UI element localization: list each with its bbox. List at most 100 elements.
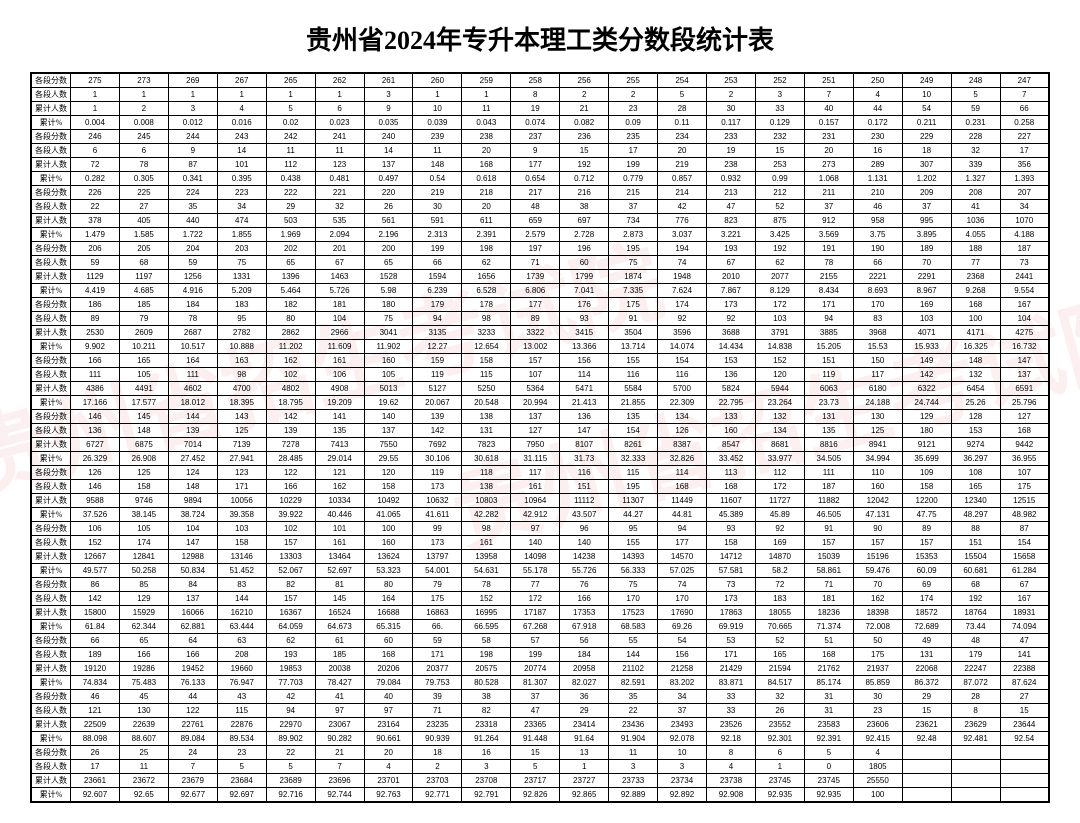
table-cell: 109 [902, 466, 951, 480]
table-cell: 87 [168, 158, 217, 172]
table-cell: 184 [560, 648, 609, 662]
table-cell: 6727 [71, 438, 120, 452]
table-cell: 216 [560, 186, 609, 200]
table-cell: 289 [853, 158, 902, 172]
table-cell: 275 [71, 73, 120, 88]
table-cell: 48 [951, 634, 1000, 648]
table-cell: 149 [902, 354, 951, 368]
table-cell: 168 [462, 158, 511, 172]
table-cell: 117 [511, 466, 560, 480]
table-cell: 103 [755, 312, 804, 326]
row-label: 各段分数 [31, 354, 71, 368]
table-cell: 169 [755, 536, 804, 550]
table-cell: 10632 [413, 494, 462, 508]
table-cell: 177 [511, 158, 560, 172]
table-cell: 14393 [609, 550, 658, 564]
table-cell: 0 [804, 760, 853, 774]
table-cell [951, 774, 1000, 788]
table-cell: 18 [413, 746, 462, 760]
table-cell: 35 [609, 690, 658, 704]
table-cell: 97 [364, 704, 413, 718]
table-cell: 233 [706, 130, 755, 144]
table-cell: 12988 [168, 550, 217, 564]
table-cell: 11.902 [364, 340, 413, 354]
table-cell: 44 [168, 690, 217, 704]
table-cell: 23684 [217, 774, 266, 788]
table-cell: 101 [217, 158, 266, 172]
table-cell: 2 [609, 88, 658, 102]
table-cell: 22 [609, 704, 658, 718]
table-cell: 72 [71, 158, 120, 172]
table-cell: 185 [119, 298, 168, 312]
row-label: 各段分数 [31, 466, 71, 480]
row-label: 各段分数 [31, 746, 71, 760]
table-cell: 199 [511, 648, 560, 662]
table-cell: 6454 [951, 382, 1000, 396]
row-label: 各段人数 [31, 256, 71, 270]
table-cell: 242 [266, 130, 315, 144]
table-cell: 15 [560, 144, 609, 158]
table-cell: 94 [658, 522, 707, 536]
table-cell: 76.947 [217, 676, 266, 690]
table-cell: 124 [168, 466, 217, 480]
table-cell: 207 [1000, 186, 1049, 200]
table-cell: 104 [168, 522, 217, 536]
table-cell: 127 [511, 424, 560, 438]
row-label: 各段人数 [31, 592, 71, 606]
table-cell: 189 [71, 648, 120, 662]
table-cell: 148 [413, 158, 462, 172]
table-cell: 88.607 [119, 732, 168, 746]
table-cell: 18572 [902, 606, 951, 620]
table-cell: 224 [168, 186, 217, 200]
table-cell: 1331 [217, 270, 266, 284]
table-cell: 137 [511, 410, 560, 424]
table-cell: 0.54 [413, 172, 462, 186]
table-cell: 273 [119, 73, 168, 88]
table-cell: 122 [266, 466, 315, 480]
table-cell: 92.935 [804, 788, 853, 803]
table-cell: 1 [266, 88, 315, 102]
table-cell: 157 [853, 536, 902, 550]
table-cell: 1874 [609, 270, 658, 284]
table-cell: 1256 [168, 270, 217, 284]
table-cell: 18 [902, 144, 951, 158]
table-cell: 105 [119, 368, 168, 382]
table-cell: 36 [560, 690, 609, 704]
table-cell: 72.689 [902, 620, 951, 634]
table-cell: 115 [462, 368, 511, 382]
table-cell: 100 [951, 312, 1000, 326]
table-cell: 166 [266, 480, 315, 494]
table-cell: 111 [168, 368, 217, 382]
table-cell: 158 [217, 536, 266, 550]
table-cell: 171 [706, 648, 755, 662]
table-cell: 147 [168, 536, 217, 550]
table-cell: 62.344 [119, 620, 168, 634]
table-cell: 61 [315, 634, 364, 648]
table-cell: 23318 [462, 718, 511, 732]
table-cell: 42 [266, 690, 315, 704]
table-cell: 87 [1000, 522, 1049, 536]
table-cell: 958 [853, 214, 902, 228]
table-cell: 29.014 [315, 452, 364, 466]
row-label: 累计% [31, 620, 71, 634]
table-cell: 76.133 [168, 676, 217, 690]
table-cell: 65 [364, 256, 413, 270]
row-label: 累计人数 [31, 606, 71, 620]
table-cell: 19.209 [315, 396, 364, 410]
table-cell: 80.528 [462, 676, 511, 690]
table-cell: 91.264 [462, 732, 511, 746]
table-cell: 1 [71, 88, 120, 102]
table-cell: 17 [1000, 144, 1049, 158]
table-cell: 92.935 [755, 788, 804, 803]
table-cell: 67 [706, 256, 755, 270]
table-cell: 3233 [462, 326, 511, 340]
table-cell: 77.703 [266, 676, 315, 690]
table-cell: 126 [658, 424, 707, 438]
row-label: 累计人数 [31, 718, 71, 732]
table-cell: 92.415 [853, 732, 902, 746]
table-cell: 7.867 [706, 284, 755, 298]
table-cell: 58.2 [755, 564, 804, 578]
table-cell: 38.724 [168, 508, 217, 522]
table-cell: 90 [853, 522, 902, 536]
table-cell: 144 [217, 592, 266, 606]
